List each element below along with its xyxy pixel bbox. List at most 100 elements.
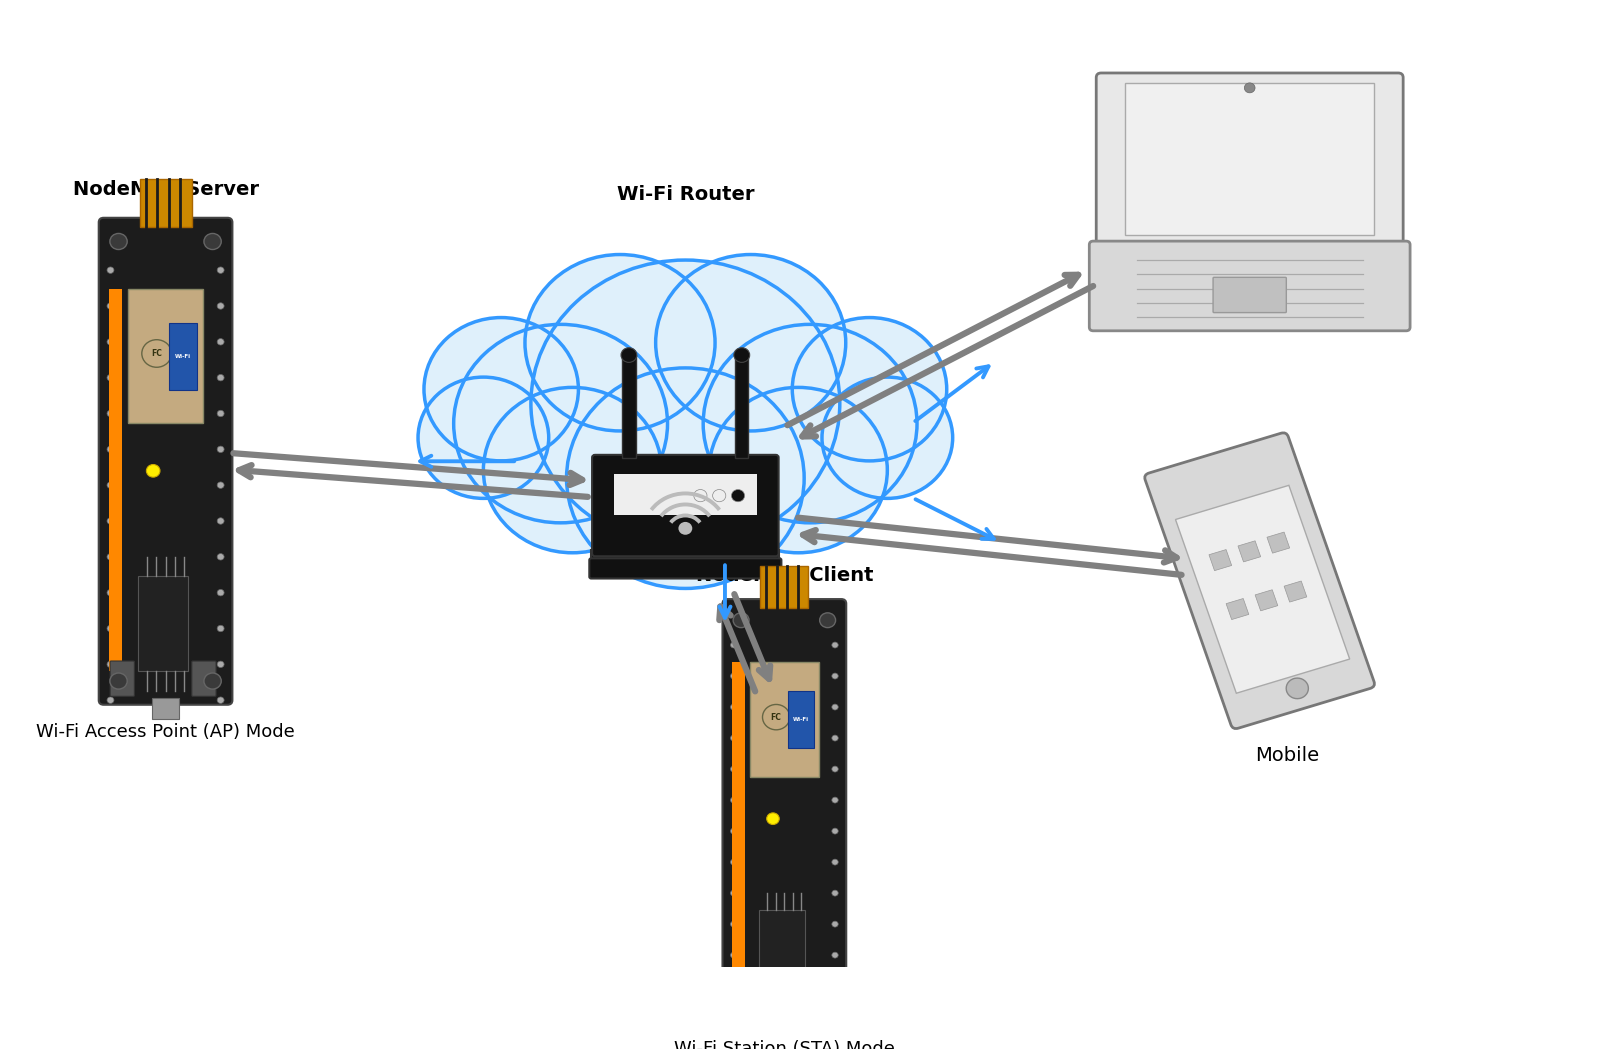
Circle shape (1286, 678, 1308, 699)
Bar (1175, 486, 1350, 693)
FancyBboxPatch shape (110, 661, 134, 697)
Circle shape (107, 661, 114, 667)
FancyBboxPatch shape (1145, 433, 1375, 729)
Circle shape (731, 952, 737, 958)
Circle shape (107, 446, 114, 452)
Circle shape (822, 377, 953, 498)
Circle shape (424, 318, 579, 461)
Bar (736, 355, 748, 457)
Circle shape (734, 347, 750, 362)
Circle shape (831, 983, 838, 989)
Circle shape (217, 266, 224, 274)
Text: Wi-Fi Access Point (AP) Mode: Wi-Fi Access Point (AP) Mode (37, 723, 294, 742)
Circle shape (217, 625, 224, 631)
Bar (1284, 581, 1306, 602)
Circle shape (831, 921, 838, 927)
Text: Mobile: Mobile (1255, 746, 1319, 765)
Circle shape (694, 490, 707, 501)
Circle shape (656, 255, 846, 431)
Circle shape (678, 522, 692, 535)
Circle shape (831, 673, 838, 679)
Circle shape (147, 465, 160, 477)
Circle shape (708, 387, 887, 553)
Circle shape (831, 952, 838, 958)
Circle shape (217, 518, 224, 524)
Circle shape (731, 983, 737, 989)
Bar (1255, 590, 1278, 611)
Circle shape (107, 697, 114, 704)
Circle shape (731, 704, 737, 710)
Bar (1266, 532, 1290, 553)
Bar (788, 690, 814, 748)
FancyBboxPatch shape (1214, 277, 1286, 313)
Circle shape (731, 859, 737, 865)
Circle shape (217, 554, 224, 560)
Circle shape (831, 766, 838, 772)
FancyBboxPatch shape (592, 455, 779, 556)
FancyBboxPatch shape (1097, 73, 1404, 250)
Bar (760, 909, 804, 992)
Text: Wi-Fi Router: Wi-Fi Router (617, 185, 755, 204)
Circle shape (831, 704, 838, 710)
Bar (1209, 550, 1231, 571)
Circle shape (831, 735, 838, 741)
Circle shape (107, 518, 114, 524)
Bar (152, 699, 179, 720)
Circle shape (107, 303, 114, 309)
Circle shape (820, 613, 836, 627)
Bar (139, 576, 187, 671)
Bar (622, 355, 635, 457)
Circle shape (217, 481, 224, 489)
Bar (761, 566, 807, 608)
Circle shape (713, 490, 726, 501)
FancyBboxPatch shape (723, 599, 846, 1022)
Text: Wi-Fi Station (STA) Mode: Wi-Fi Station (STA) Mode (673, 1041, 895, 1049)
Bar (750, 662, 819, 777)
Circle shape (107, 481, 114, 489)
Circle shape (831, 797, 838, 804)
Circle shape (107, 625, 114, 631)
Text: PC/Laptop: PC/Laptop (1201, 456, 1300, 475)
Circle shape (110, 673, 128, 689)
Circle shape (217, 410, 224, 416)
Circle shape (731, 921, 737, 927)
Circle shape (831, 859, 838, 865)
Circle shape (766, 813, 779, 825)
Circle shape (731, 735, 737, 741)
Circle shape (483, 387, 662, 553)
Circle shape (217, 697, 224, 704)
Circle shape (1244, 83, 1255, 92)
FancyBboxPatch shape (809, 983, 831, 1014)
Bar (1226, 599, 1249, 620)
Circle shape (110, 234, 128, 250)
Circle shape (792, 318, 947, 461)
Circle shape (763, 705, 790, 730)
Circle shape (731, 766, 737, 772)
Bar (128, 290, 203, 423)
Circle shape (731, 673, 737, 679)
Text: FC: FC (152, 349, 161, 358)
Circle shape (205, 673, 221, 689)
Bar (592, 551, 779, 570)
Circle shape (731, 1014, 737, 1020)
Circle shape (107, 339, 114, 345)
FancyBboxPatch shape (192, 661, 216, 697)
Bar (109, 290, 122, 671)
Circle shape (454, 324, 667, 522)
Text: Wi-Fi: Wi-Fi (176, 354, 192, 359)
Circle shape (217, 446, 224, 452)
Circle shape (831, 828, 838, 834)
Circle shape (531, 260, 839, 547)
Text: Wi-Fi: Wi-Fi (793, 716, 809, 722)
Bar (1097, 242, 1404, 255)
Bar (1238, 541, 1260, 562)
Circle shape (731, 490, 745, 501)
Circle shape (731, 797, 737, 804)
Bar (169, 323, 198, 389)
Circle shape (524, 255, 715, 431)
Circle shape (732, 993, 748, 1008)
Circle shape (820, 993, 836, 1008)
Circle shape (417, 377, 548, 498)
Circle shape (107, 374, 114, 381)
Circle shape (831, 642, 838, 648)
